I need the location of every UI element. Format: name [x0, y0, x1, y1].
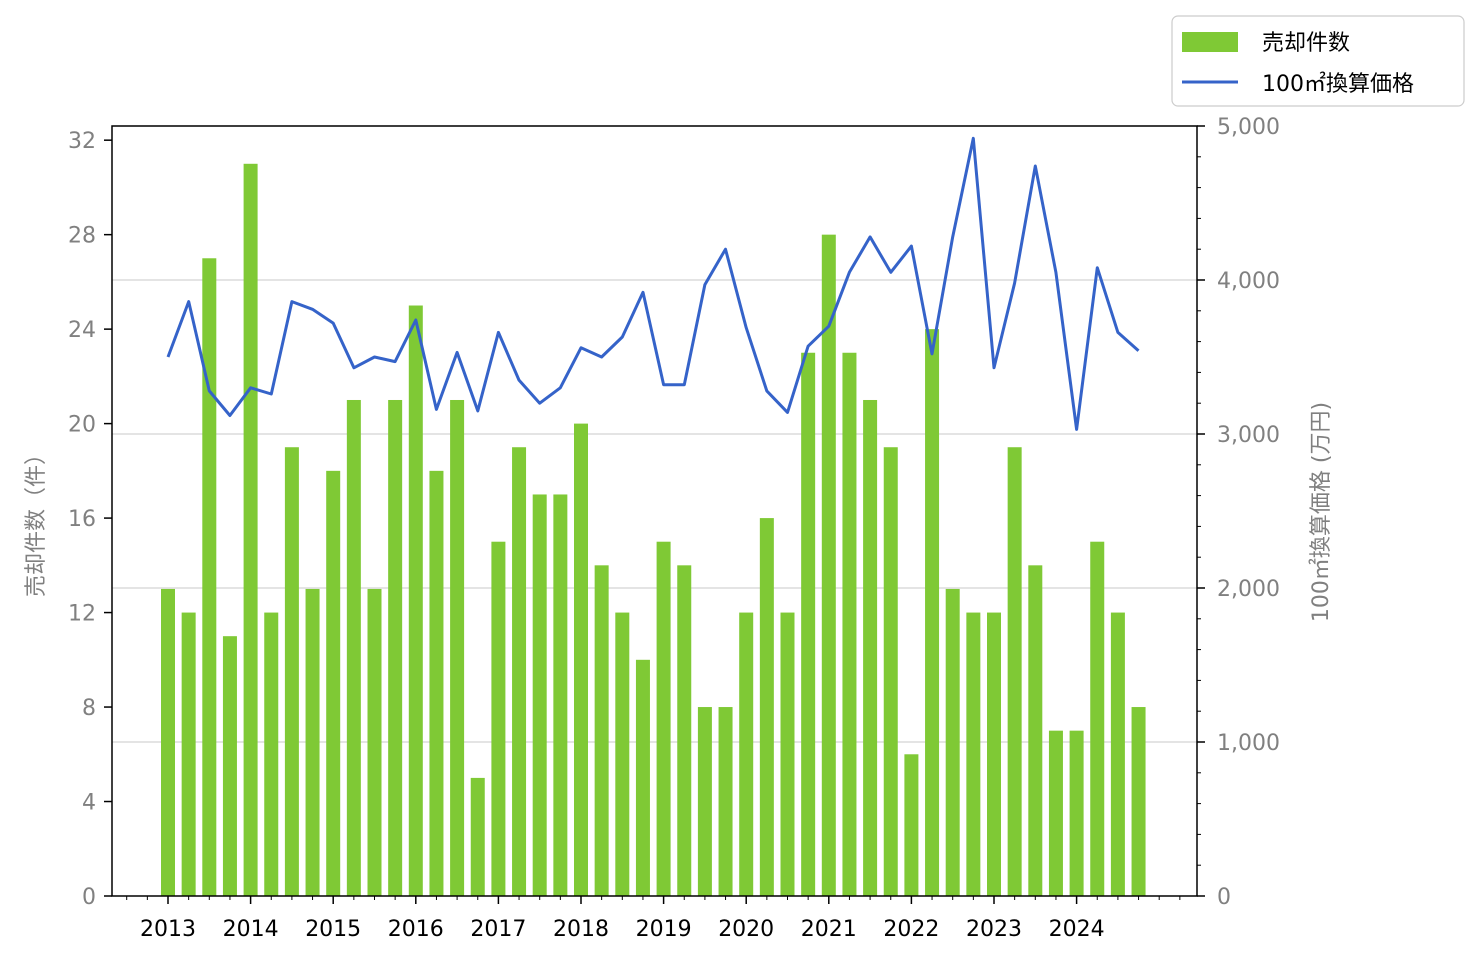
bar — [326, 470, 341, 896]
bar — [842, 352, 857, 896]
right-tick-label: 0 — [1217, 885, 1231, 910]
legend-bar-label: 売却件数 — [1262, 31, 1350, 56]
bar-series — [161, 163, 1146, 897]
bar — [925, 329, 940, 896]
left-tick-label: 20 — [68, 413, 96, 438]
bar — [594, 565, 609, 896]
left-tick-label: 0 — [82, 885, 96, 910]
bar — [243, 163, 258, 897]
bar — [450, 399, 465, 896]
left-tick-label: 24 — [68, 318, 96, 343]
bar — [1069, 730, 1084, 896]
legend-bar-swatch — [1182, 32, 1238, 52]
legend-line-label: 100㎡換算価格 — [1262, 71, 1414, 97]
right-tick-label: 1,000 — [1217, 731, 1280, 756]
price-line — [166, 136, 1140, 431]
bar — [388, 399, 403, 896]
bar — [966, 612, 981, 896]
bar — [264, 612, 279, 896]
x-tick-label: 2018 — [553, 917, 609, 942]
bar — [1048, 730, 1063, 896]
bar — [161, 588, 175, 896]
left-tick-label: 28 — [68, 224, 96, 249]
legend-box — [1171, 15, 1465, 107]
bar — [615, 612, 630, 896]
bar — [904, 754, 919, 896]
bar — [429, 470, 444, 896]
legend: 売却件数 100㎡換算価格 — [1171, 15, 1465, 107]
x-tick-label: 2014 — [223, 917, 279, 942]
x-tick-label: 2021 — [801, 917, 857, 942]
bar — [532, 494, 547, 896]
bar — [635, 659, 650, 896]
bar — [222, 636, 237, 896]
bar — [656, 541, 671, 896]
right-tick-label: 2,000 — [1217, 577, 1280, 602]
x-tick-label: 2016 — [388, 917, 444, 942]
left-tick-label: 16 — [68, 507, 96, 532]
bar — [1028, 565, 1043, 896]
x-tick-label: 2024 — [1049, 917, 1105, 942]
right-tick-label: 4,000 — [1217, 269, 1280, 294]
axes: 04812162024283201,0002,0003,0004,0005,00… — [68, 115, 1280, 942]
left-tick-label: 12 — [68, 602, 96, 627]
bar — [821, 234, 836, 897]
x-tick-label: 2023 — [966, 917, 1022, 942]
x-tick-label: 2019 — [636, 917, 692, 942]
right-tick-label: 3,000 — [1217, 423, 1280, 448]
left-tick-label: 32 — [68, 129, 96, 154]
bar — [883, 447, 898, 896]
plot-frame — [111, 125, 1198, 897]
bar — [1110, 612, 1125, 896]
bar — [801, 352, 816, 896]
bar — [408, 305, 423, 896]
bar — [987, 612, 1001, 896]
left-axis-label: 売却件数（件） — [24, 443, 49, 597]
left-tick-label: 8 — [82, 696, 96, 721]
line-series — [166, 136, 1140, 431]
bar — [863, 399, 878, 896]
bar — [945, 588, 960, 896]
left-tick-label: 4 — [82, 791, 96, 816]
bar — [1090, 541, 1105, 896]
bar — [181, 612, 196, 896]
bar — [367, 588, 382, 896]
bar — [677, 565, 692, 896]
bar — [346, 399, 361, 896]
bar — [1007, 447, 1022, 896]
bar — [718, 707, 733, 896]
x-tick-label: 2015 — [305, 917, 361, 942]
bar — [574, 423, 588, 896]
bar — [759, 518, 774, 896]
x-tick-label: 2017 — [470, 917, 526, 942]
right-axis-label: 100㎡換算価格 (万円) — [1308, 402, 1334, 622]
x-tick-label: 2022 — [883, 917, 939, 942]
bar — [284, 447, 299, 896]
bar — [512, 447, 527, 896]
bar — [305, 588, 320, 896]
bar — [1131, 707, 1146, 896]
bar — [202, 258, 217, 897]
bar — [739, 612, 754, 896]
bar — [553, 494, 568, 896]
x-tick-label: 2013 — [140, 917, 196, 942]
right-tick-label: 5,000 — [1217, 115, 1280, 140]
bar — [697, 707, 712, 896]
x-tick-label: 2020 — [718, 917, 774, 942]
bar — [780, 612, 795, 896]
bar — [491, 541, 506, 896]
bar — [470, 777, 485, 896]
